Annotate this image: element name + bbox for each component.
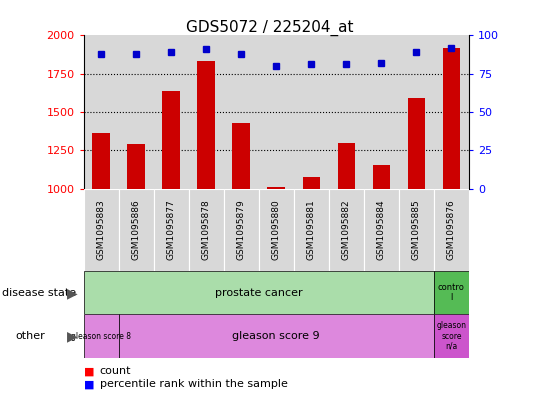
Text: GSM1095880: GSM1095880 — [272, 200, 281, 260]
Text: contro
l: contro l — [438, 283, 465, 303]
Text: ■: ■ — [84, 366, 94, 376]
Text: GDS5072 / 225204_at: GDS5072 / 225204_at — [186, 20, 353, 36]
Bar — [162, 90, 180, 189]
Bar — [372, 165, 390, 189]
Bar — [119, 314, 434, 358]
Text: GSM1095876: GSM1095876 — [447, 200, 456, 260]
Bar — [302, 177, 320, 189]
Text: gleason score 9: gleason score 9 — [232, 331, 320, 341]
Bar — [197, 61, 215, 189]
Bar — [92, 134, 110, 189]
Text: gleason
score
n/a: gleason score n/a — [437, 321, 466, 351]
Bar — [294, 189, 329, 271]
Bar — [434, 189, 469, 271]
Bar — [259, 189, 294, 271]
Bar — [119, 189, 154, 271]
Bar — [267, 187, 285, 189]
Bar — [84, 314, 119, 358]
Text: ▶: ▶ — [67, 286, 78, 300]
Bar — [154, 189, 189, 271]
Bar — [189, 189, 224, 271]
Bar — [127, 144, 145, 189]
Text: percentile rank within the sample: percentile rank within the sample — [100, 379, 288, 389]
Bar — [337, 143, 355, 189]
Bar — [224, 189, 259, 271]
Text: GSM1095878: GSM1095878 — [202, 200, 211, 260]
Text: GSM1095879: GSM1095879 — [237, 200, 246, 260]
Text: GSM1095886: GSM1095886 — [132, 200, 141, 260]
Text: ■: ■ — [84, 379, 94, 389]
Text: prostate cancer: prostate cancer — [215, 288, 302, 298]
Text: GSM1095884: GSM1095884 — [377, 200, 386, 260]
Bar — [329, 189, 364, 271]
Bar — [84, 189, 119, 271]
Text: other: other — [15, 331, 45, 341]
Text: GSM1095881: GSM1095881 — [307, 200, 316, 260]
Text: GSM1095882: GSM1095882 — [342, 200, 351, 260]
Bar — [364, 189, 399, 271]
Bar — [434, 314, 469, 358]
Text: gleason score 8: gleason score 8 — [71, 332, 131, 340]
Text: GSM1095885: GSM1095885 — [412, 200, 421, 260]
Bar — [443, 48, 460, 189]
Bar — [399, 189, 434, 271]
Text: GSM1095877: GSM1095877 — [167, 200, 176, 260]
Text: disease state: disease state — [2, 288, 76, 298]
Bar — [407, 98, 425, 189]
Text: GSM1095883: GSM1095883 — [96, 200, 106, 260]
Text: ▶: ▶ — [67, 329, 78, 343]
Bar — [232, 123, 250, 189]
Bar — [434, 271, 469, 314]
Text: count: count — [100, 366, 131, 376]
